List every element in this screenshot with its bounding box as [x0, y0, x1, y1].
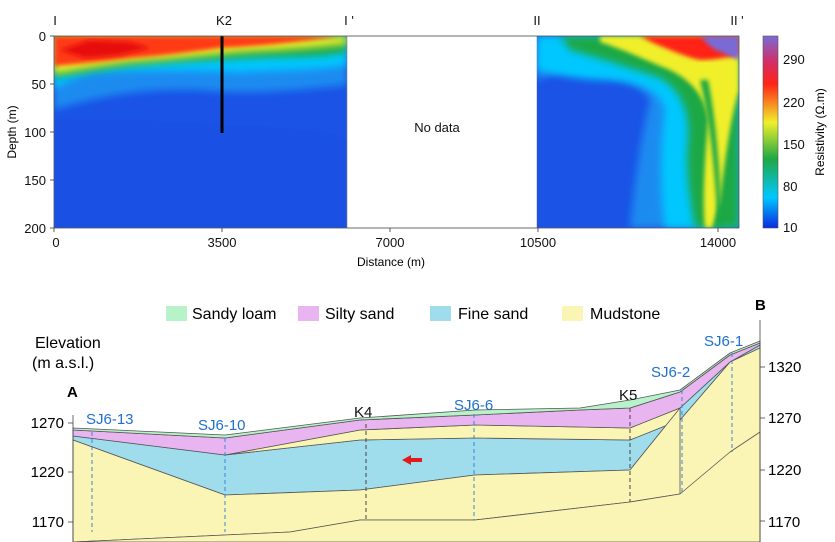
no-data-label: No data: [414, 120, 460, 135]
distance-tick: 7000: [376, 235, 405, 250]
top-x-ticks: [53, 228, 719, 232]
colorbar-tick-labels: 290 220 150 80 10: [783, 52, 805, 235]
legend-swatch-sandy-loam: [166, 306, 187, 321]
section-end-b: B: [755, 297, 766, 314]
borehole-lines: [91, 353, 733, 532]
colorbar-tick: 220: [783, 95, 805, 110]
section-end-a: A: [67, 384, 78, 401]
right-elevation-tick: 1170: [768, 514, 800, 531]
borehole-labels: SJ6-13 SJ6-10 SJ6-6 SJ6-2 SJ6-1: [86, 333, 743, 434]
left-elevation-tick: 1270: [31, 415, 64, 432]
profile-mark-i: I: [53, 13, 57, 28]
site-lines: [365, 408, 631, 520]
distance-axis-label: Distance (m): [357, 255, 425, 269]
profile-mark-ii-prime: II ': [730, 13, 743, 28]
top-y-ticks: [50, 35, 54, 229]
resistivity-right-block: [537, 36, 739, 228]
legend-label: Fine sand: [458, 306, 528, 323]
depth-tick: 0: [39, 29, 46, 44]
legend-label: Sandy loam: [192, 306, 277, 323]
colorbar-label: Resistivity (Ω.m): [813, 88, 827, 176]
right-elevation-tick: 1220: [768, 462, 801, 479]
depth-tick: 50: [32, 77, 46, 92]
colorbar-tick: 150: [783, 137, 805, 152]
right-elevation-tick: 1320: [768, 359, 801, 376]
profile-mark-k2: K2: [216, 13, 232, 28]
elevation-units-label: (m a.s.l.): [32, 355, 94, 372]
site-labels: K4 K5: [354, 387, 637, 421]
borehole-label-sj6-10: SJ6-10: [198, 417, 246, 434]
distance-tick: 10500: [520, 235, 556, 250]
distance-tick: 0: [52, 235, 59, 250]
top-y-tick-labels: 0 50 100 150 200: [24, 29, 46, 236]
flow-direction-arrow-icon: [402, 455, 422, 465]
right-elevation-tick: 1270: [768, 410, 801, 427]
resistivity-section: [50, 35, 740, 232]
depth-tick: 200: [24, 221, 46, 236]
distance-tick: 3500: [208, 235, 237, 250]
colorbar-tick: 10: [783, 220, 797, 235]
depth-axis-label: Depth (m): [5, 105, 19, 158]
borehole-label-sj6-13: SJ6-13: [86, 411, 134, 428]
site-label-k5: K5: [619, 387, 637, 404]
left-elevation-tick: 1220: [31, 464, 64, 481]
distance-tick: 14000: [700, 235, 736, 250]
colorbar-tick: 290: [783, 52, 805, 67]
borehole-label-sj6-2: SJ6-2: [651, 364, 690, 381]
site-label-k4: K4: [354, 404, 372, 421]
borehole-label-sj6-1: SJ6-1: [704, 333, 743, 350]
legend-label: Mudstone: [590, 306, 660, 323]
right-elevation-axis: 1320 1270 1220 1170: [759, 320, 801, 542]
no-data-area: [346, 35, 538, 229]
legend-swatch-fine-sand: [430, 306, 451, 321]
resistivity-colorbar: [762, 35, 779, 229]
legend-swatch-mudstone: [562, 306, 583, 321]
left-elevation-tick: 1170: [32, 514, 64, 531]
depth-tick: 150: [24, 173, 46, 188]
elevation-label: Elevation: [35, 335, 101, 352]
profile-mark-i-prime: I ': [344, 13, 354, 28]
profile-mark-ii: II: [533, 13, 540, 28]
legend-swatch-silty-sand: [298, 306, 319, 321]
colorbar-tick: 80: [783, 179, 797, 194]
geologic-cross-section: [72, 340, 761, 542]
borehole-label-sj6-6: SJ6-6: [454, 397, 493, 414]
depth-tick: 100: [24, 125, 46, 140]
legend-label: Silty sand: [325, 306, 394, 323]
resistivity-left-block: [54, 36, 347, 228]
top-x-tick-labels: 0 3500 7000 10500 14000: [52, 235, 736, 250]
profile-marks: I K2 I ' II II ': [53, 13, 743, 28]
left-elevation-axis: 1270 1220 1170: [31, 415, 74, 542]
lithology-legend: Sandy loam Silty sand Fine sand Mudstone: [166, 306, 660, 323]
